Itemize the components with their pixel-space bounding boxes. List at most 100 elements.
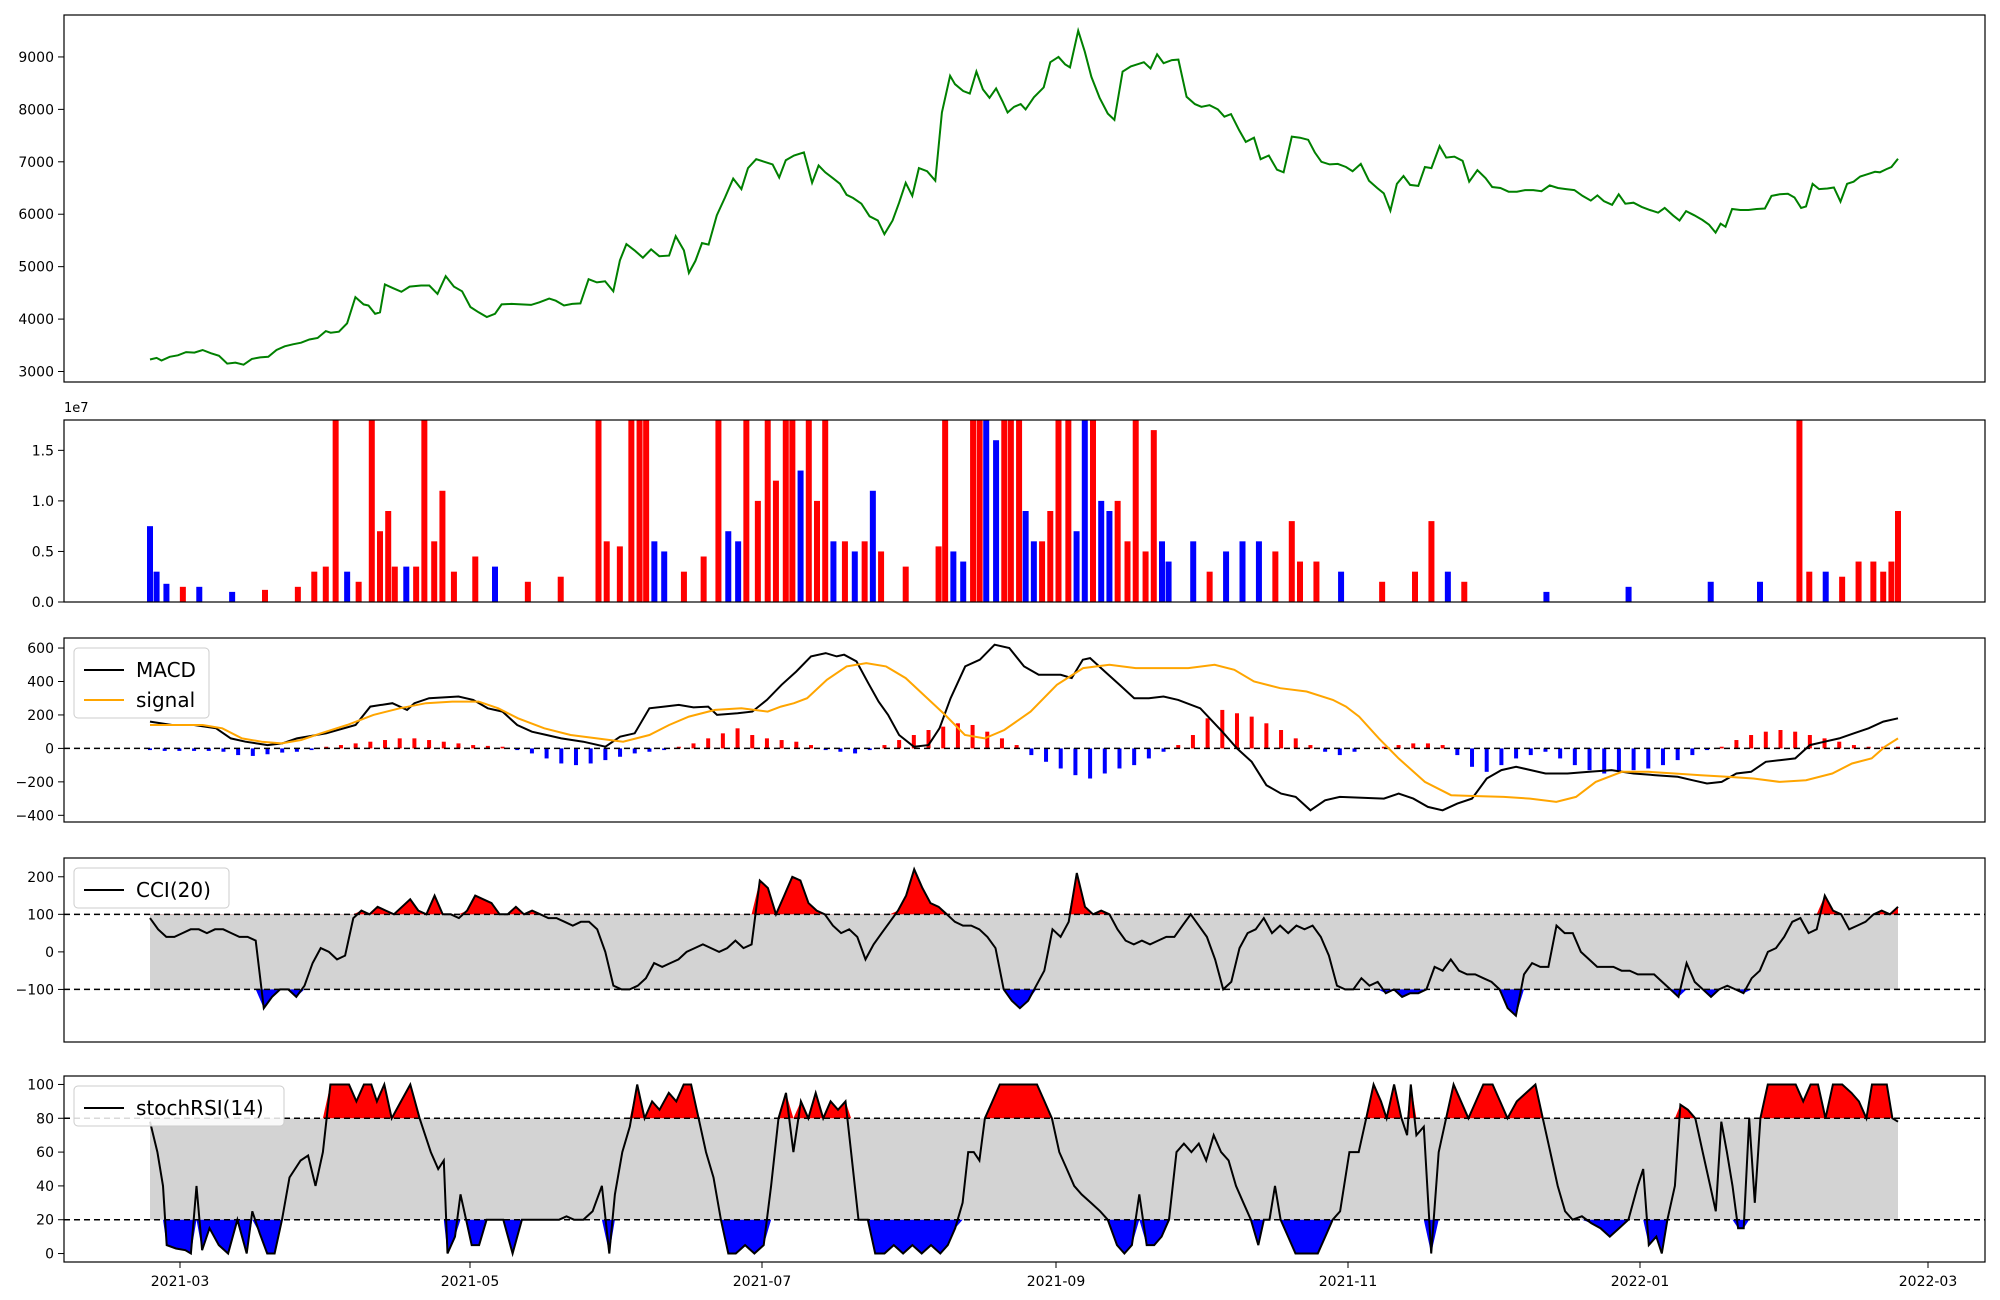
volume-bar xyxy=(935,546,942,602)
macd-hist-bar xyxy=(221,748,226,752)
macd-hist-bar xyxy=(1396,745,1401,749)
volume-bar xyxy=(983,420,990,602)
overbought-fill xyxy=(150,1084,1898,1119)
volume-bar xyxy=(1124,541,1131,602)
volume-bar xyxy=(385,511,392,602)
macd-hist-bar xyxy=(1279,730,1284,749)
macd-hist-bar xyxy=(162,748,167,751)
macd-hist-bar xyxy=(794,741,799,749)
macd-hist-bar xyxy=(353,743,358,749)
volume-bar xyxy=(1223,551,1230,602)
plot-area xyxy=(149,26,1899,366)
MACD-line xyxy=(149,643,1899,812)
volume-bar xyxy=(822,420,829,602)
macd-hist-bar xyxy=(809,745,814,749)
volume-bar xyxy=(1106,511,1113,602)
macd-hist-bar xyxy=(294,748,299,752)
x-tick-label: 2021-07 xyxy=(733,1274,792,1290)
x-tick-label: 2021-03 xyxy=(151,1274,210,1290)
macd-hist-bar xyxy=(662,748,667,751)
volume-bar xyxy=(869,490,876,602)
volume-bar xyxy=(970,420,977,602)
plot-area xyxy=(147,420,1901,602)
macd-hist-bar xyxy=(1705,748,1710,751)
axes-frame xyxy=(63,14,1986,383)
macd-hist-bar xyxy=(618,748,623,757)
volume-bar xyxy=(1022,511,1029,602)
macd-hist-bar xyxy=(573,748,578,766)
volume-bar xyxy=(1047,511,1054,602)
macd-hist-bar xyxy=(1749,735,1754,749)
volume-bar xyxy=(1880,571,1887,602)
volume-bar xyxy=(993,440,1000,602)
macd-hist-bar xyxy=(1822,738,1827,749)
volume-bar xyxy=(1098,500,1105,602)
volume-bar xyxy=(368,420,375,602)
macd-hist-bar xyxy=(412,738,417,749)
macd-hist-bar xyxy=(456,743,461,749)
plot-area xyxy=(64,643,1985,812)
volume-bar xyxy=(725,531,732,602)
y-tick-label: 0.5 xyxy=(32,544,54,560)
macd-hist-bar xyxy=(1102,748,1107,774)
macd-hist-bar xyxy=(1470,748,1475,767)
macd-hist-bar xyxy=(985,731,990,749)
volume-bar xyxy=(782,420,789,602)
y-tick-label: 0.0 xyxy=(32,595,54,611)
macd-hist-bar xyxy=(1381,746,1386,749)
macd-hist-bar xyxy=(206,748,211,751)
macd-hist-bar xyxy=(309,748,314,751)
macd-hist-bar xyxy=(1088,748,1093,779)
macd-hist-bar xyxy=(338,745,343,749)
volume-bar xyxy=(715,420,722,602)
y-tick-label: 20 xyxy=(36,1213,54,1229)
volume-bar xyxy=(680,571,687,602)
volume-bar xyxy=(1016,420,1023,602)
volume-bar xyxy=(1239,541,1246,602)
macd-hist-bar xyxy=(1411,743,1416,749)
macd-hist-bar xyxy=(1543,748,1548,752)
macd-hist-bar xyxy=(764,738,769,749)
macd-hist-bar xyxy=(632,748,637,754)
macd-hist-bar xyxy=(1264,723,1269,749)
macd-hist-bar xyxy=(397,738,402,749)
macd-hist-bar xyxy=(1249,716,1254,749)
volume-bar xyxy=(1895,511,1901,602)
macd-hist-bar xyxy=(1866,746,1871,749)
macd-hist-bar xyxy=(441,741,446,749)
axes-frame xyxy=(63,1075,1986,1263)
y-tick-label: 6000 xyxy=(18,207,54,223)
macd-hist-bar xyxy=(1719,746,1724,749)
macd-hist-bar xyxy=(853,748,858,754)
macd-hist-bar xyxy=(1205,718,1210,749)
volume-bar xyxy=(294,586,301,602)
volume-bar xyxy=(1159,541,1165,602)
macd-hist-bar xyxy=(1675,748,1680,761)
volume-bar xyxy=(557,576,564,602)
volume-bar xyxy=(878,551,885,602)
y-tick-label: 100 xyxy=(27,1077,54,1093)
volume-bar xyxy=(851,551,858,602)
macd-hist-bar xyxy=(823,748,828,751)
volume-bar xyxy=(403,566,410,602)
volume-bar xyxy=(1855,561,1862,602)
panel-volume: 0.0 0.5 1.0 1.5 1e7 xyxy=(32,401,1986,611)
volume-bar xyxy=(311,571,318,602)
volume-bar xyxy=(1461,581,1468,602)
y-tick-label: −200 xyxy=(16,775,54,791)
legend-box xyxy=(73,867,230,909)
macd-hist-bar xyxy=(911,735,916,749)
macd-hist-bar xyxy=(1514,748,1519,759)
axes-frame xyxy=(63,637,1986,823)
macd-hist-bar xyxy=(427,740,432,749)
volume-bar xyxy=(902,566,909,602)
volume-bar xyxy=(1030,541,1037,602)
y-tick-label: 0 xyxy=(45,1247,54,1263)
volume-bar xyxy=(355,581,362,602)
volume-bar xyxy=(1001,420,1008,602)
macd-hist-bar xyxy=(1558,748,1563,759)
volume-bar xyxy=(431,541,438,602)
volume-bar xyxy=(377,531,383,602)
volume-bar xyxy=(1796,420,1803,602)
volume-bar xyxy=(1206,571,1213,602)
